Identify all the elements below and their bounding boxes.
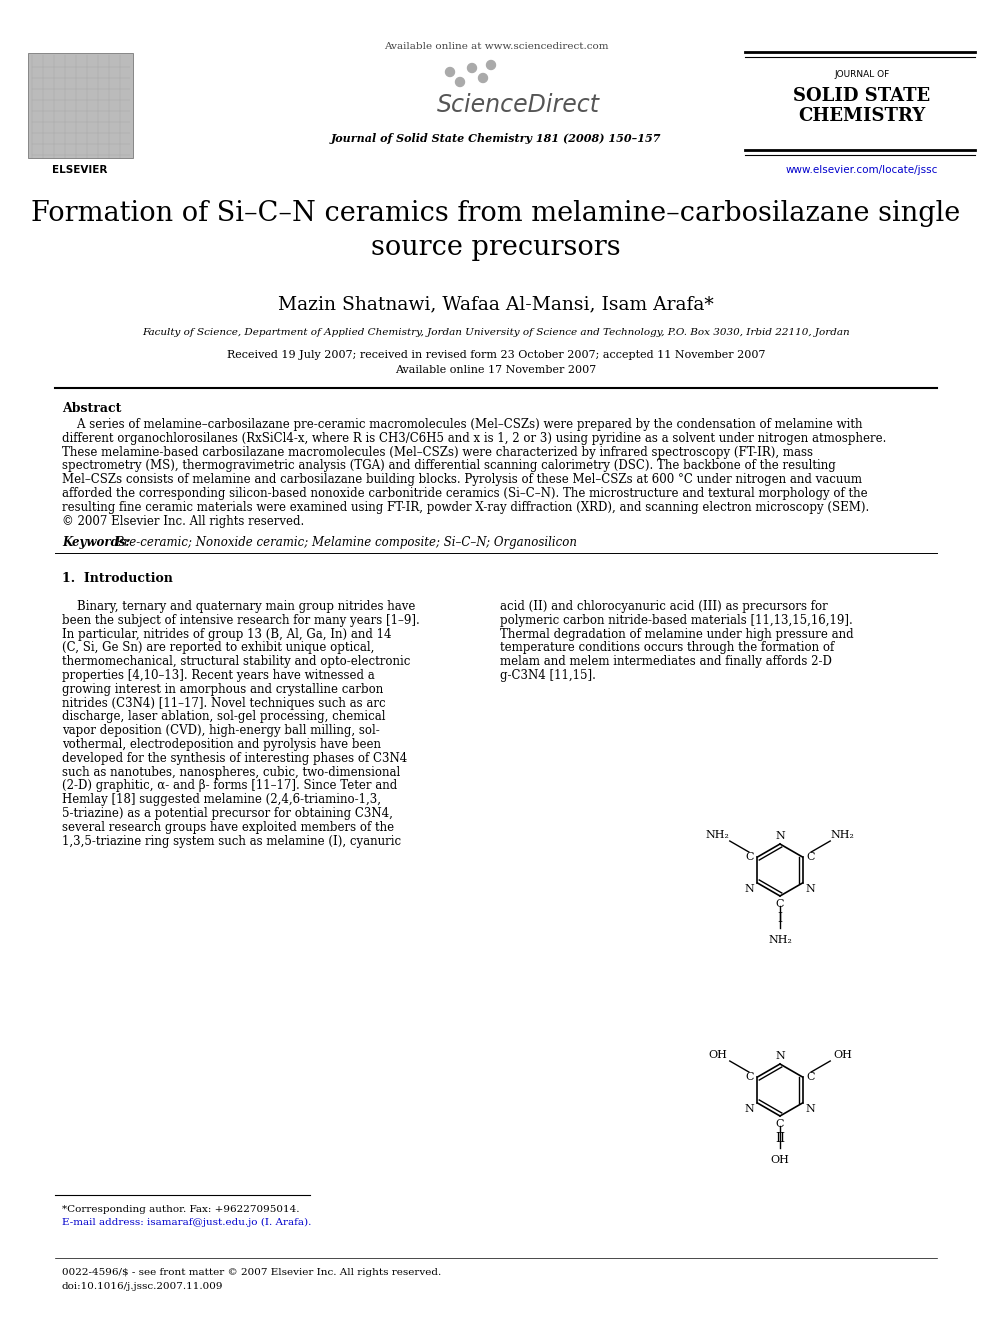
Text: Mel–CSZs consists of melamine and carbosilazane building blocks. Pyrolysis of th: Mel–CSZs consists of melamine and carbos… <box>62 474 862 486</box>
Text: C: C <box>776 1119 785 1129</box>
Text: 1.  Introduction: 1. Introduction <box>62 572 173 585</box>
Text: Pre-ceramic; Nonoxide ceramic; Melamine composite; Si–C–N; Organosilicon: Pre-ceramic; Nonoxide ceramic; Melamine … <box>112 536 577 549</box>
Text: acid (II) and chlorocyanuric acid (III) as precursors for: acid (II) and chlorocyanuric acid (III) … <box>500 601 827 613</box>
Text: www.elsevier.com/locate/jssc: www.elsevier.com/locate/jssc <box>786 165 938 175</box>
Text: Abstract: Abstract <box>62 402 121 415</box>
Text: A series of melamine–carbosilazane pre-ceramic macromolecules (Mel–CSZs) were pr: A series of melamine–carbosilazane pre-c… <box>62 418 862 431</box>
Text: 1,3,5-triazine ring system such as melamine (I), cyanuric: 1,3,5-triazine ring system such as melam… <box>62 835 401 848</box>
Text: Available online at www.sciencedirect.com: Available online at www.sciencedirect.co… <box>384 42 608 52</box>
Circle shape <box>467 64 476 73</box>
Text: N: N <box>745 1103 754 1114</box>
Text: OH: OH <box>771 1155 790 1166</box>
Text: Thermal degradation of melamine under high pressure and: Thermal degradation of melamine under hi… <box>500 627 854 640</box>
Text: I: I <box>778 912 783 925</box>
Text: temperature conditions occurs through the formation of: temperature conditions occurs through th… <box>500 642 834 655</box>
Text: melam and melem intermediates and finally affords 2-D: melam and melem intermediates and finall… <box>500 655 832 668</box>
Text: Keywords:: Keywords: <box>62 536 130 549</box>
Text: spectrometry (MS), thermogravimetric analysis (TGA) and differential scanning ca: spectrometry (MS), thermogravimetric ana… <box>62 459 835 472</box>
Text: N: N <box>806 884 815 894</box>
Text: vothermal, electrodeposition and pyrolysis have been: vothermal, electrodeposition and pyrolys… <box>62 738 381 751</box>
Text: several research groups have exploited members of the: several research groups have exploited m… <box>62 820 394 833</box>
Text: II: II <box>775 1131 785 1144</box>
Text: OH: OH <box>833 1050 852 1060</box>
Text: Binary, ternary and quaternary main group nitrides have: Binary, ternary and quaternary main grou… <box>62 601 416 613</box>
Text: doi:10.1016/j.jssc.2007.11.009: doi:10.1016/j.jssc.2007.11.009 <box>62 1282 223 1291</box>
Circle shape <box>455 78 464 86</box>
Text: In particular, nitrides of group 13 (B, Al, Ga, In) and 14: In particular, nitrides of group 13 (B, … <box>62 627 392 640</box>
FancyBboxPatch shape <box>28 53 133 157</box>
Text: growing interest in amorphous and crystalline carbon: growing interest in amorphous and crysta… <box>62 683 383 696</box>
Circle shape <box>478 74 487 82</box>
Text: (C, Si, Ge Sn) are reported to exhibit unique optical,: (C, Si, Ge Sn) are reported to exhibit u… <box>62 642 374 655</box>
Text: Available online 17 November 2007: Available online 17 November 2007 <box>396 365 596 374</box>
Text: N: N <box>745 884 754 894</box>
Text: N: N <box>775 1050 785 1061</box>
Text: (2-D) graphitic, α- and β- forms [11–17]. Since Teter and: (2-D) graphitic, α- and β- forms [11–17]… <box>62 779 397 792</box>
Text: C: C <box>806 1072 814 1082</box>
Text: vapor deposition (CVD), high-energy ball milling, sol-: vapor deposition (CVD), high-energy ball… <box>62 724 380 737</box>
Text: C: C <box>745 1072 754 1082</box>
Text: g-C3N4 [11,15].: g-C3N4 [11,15]. <box>500 669 596 681</box>
Text: These melamine-based carbosilazane macromolecules (Mel–CSZs) were characterized : These melamine-based carbosilazane macro… <box>62 446 813 459</box>
Text: CHEMISTRY: CHEMISTRY <box>799 107 926 124</box>
Text: Hemlay [18] suggested melamine (2,4,6-triamino-1,3,: Hemlay [18] suggested melamine (2,4,6-tr… <box>62 794 381 806</box>
Text: polymeric carbon nitride-based materials [11,13,15,16,19].: polymeric carbon nitride-based materials… <box>500 614 853 627</box>
Text: N: N <box>775 831 785 841</box>
Text: NH₂: NH₂ <box>705 830 729 840</box>
Text: N: N <box>806 1103 815 1114</box>
Text: resulting fine ceramic materials were examined using FT-IR, powder X-ray diffrac: resulting fine ceramic materials were ex… <box>62 501 869 513</box>
Text: SOLID STATE: SOLID STATE <box>794 87 930 105</box>
Text: JOURNAL OF: JOURNAL OF <box>834 70 890 79</box>
Text: 5-triazine) as a potential precursor for obtaining C3N4,: 5-triazine) as a potential precursor for… <box>62 807 393 820</box>
Text: C: C <box>806 852 814 863</box>
Text: afforded the corresponding silicon-based nonoxide carbonitride ceramics (Si–C–N): afforded the corresponding silicon-based… <box>62 487 868 500</box>
Text: properties [4,10–13]. Recent years have witnessed a: properties [4,10–13]. Recent years have … <box>62 669 375 681</box>
Text: Received 19 July 2007; received in revised form 23 October 2007; accepted 11 Nov: Received 19 July 2007; received in revis… <box>227 351 765 360</box>
Text: Journal of Solid State Chemistry 181 (2008) 150–157: Journal of Solid State Chemistry 181 (20… <box>330 134 662 144</box>
Text: C: C <box>776 900 785 909</box>
Text: OH: OH <box>708 1050 727 1060</box>
Text: discharge, laser ablation, sol-gel processing, chemical: discharge, laser ablation, sol-gel proce… <box>62 710 386 724</box>
Text: developed for the synthesis of interesting phases of C3N4: developed for the synthesis of interesti… <box>62 751 408 765</box>
Text: thermomechanical, structural stability and opto-electronic: thermomechanical, structural stability a… <box>62 655 411 668</box>
Text: nitrides (C3N4) [11–17]. Novel techniques such as arc: nitrides (C3N4) [11–17]. Novel technique… <box>62 697 386 709</box>
Text: NH₂: NH₂ <box>830 830 854 840</box>
Text: ScienceDirect: ScienceDirect <box>436 93 599 116</box>
Text: such as nanotubes, nanospheres, cubic, two-dimensional: such as nanotubes, nanospheres, cubic, t… <box>62 766 400 779</box>
Text: NH₂: NH₂ <box>768 935 792 945</box>
Text: 0022-4596/$ - see front matter © 2007 Elsevier Inc. All rights reserved.: 0022-4596/$ - see front matter © 2007 El… <box>62 1267 441 1277</box>
Text: been the subject of intensive research for many years [1–9].: been the subject of intensive research f… <box>62 614 420 627</box>
Circle shape <box>486 61 495 70</box>
Text: E-mail address: isamaraf@just.edu.jo (I. Arafa).: E-mail address: isamaraf@just.edu.jo (I.… <box>62 1218 311 1228</box>
Text: ELSEVIER: ELSEVIER <box>53 165 108 175</box>
Text: Formation of Si–C–N ceramics from melamine–carbosilazane single
source precursor: Formation of Si–C–N ceramics from melami… <box>32 200 960 262</box>
Text: Faculty of Science, Department of Applied Chemistry, Jordan University of Scienc: Faculty of Science, Department of Applie… <box>142 328 850 337</box>
Circle shape <box>445 67 454 77</box>
Text: © 2007 Elsevier Inc. All rights reserved.: © 2007 Elsevier Inc. All rights reserved… <box>62 515 305 528</box>
Text: different organochlorosilanes (RxSiCl4-x, where R is CH3/C6H5 and x is 1, 2 or 3: different organochlorosilanes (RxSiCl4-x… <box>62 431 887 445</box>
Text: *Corresponding author. Fax: +96227095014.: *Corresponding author. Fax: +96227095014… <box>62 1205 300 1215</box>
Text: Mazin Shatnawi, Wafaa Al-Mansi, Isam Arafa*: Mazin Shatnawi, Wafaa Al-Mansi, Isam Ara… <box>278 295 714 314</box>
Text: C: C <box>745 852 754 863</box>
